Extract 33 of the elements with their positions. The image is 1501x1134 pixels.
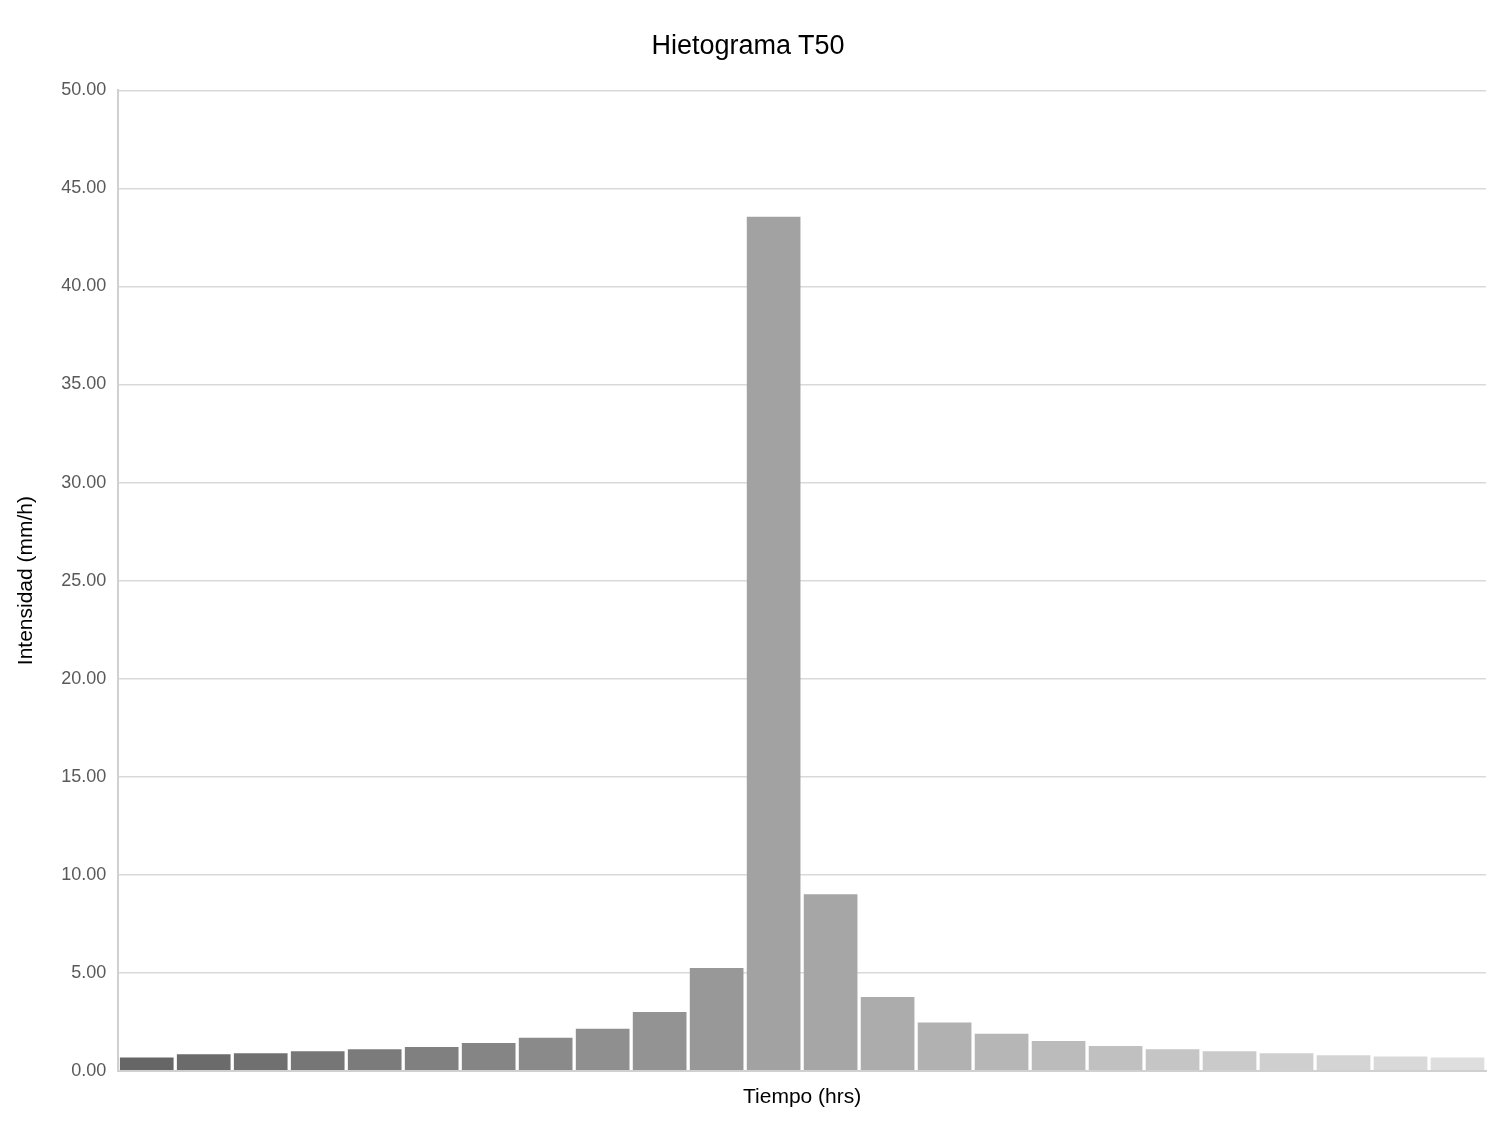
- y-tick-label: 0.00: [71, 1059, 107, 1080]
- bar: [347, 1049, 402, 1071]
- y-tick-label: 5.00: [71, 961, 107, 982]
- y-tick-label: 50.00: [61, 79, 107, 100]
- y-tick-label: 40.00: [61, 275, 107, 296]
- bar: [575, 1028, 630, 1071]
- y-tick-label: 45.00: [61, 177, 107, 198]
- bar: [404, 1047, 459, 1071]
- bar: [917, 1022, 972, 1071]
- y-tick-label: 35.00: [61, 373, 107, 394]
- y-tick-label: 10.00: [61, 863, 107, 884]
- y-tick-label: 20.00: [61, 667, 107, 688]
- bar: [518, 1037, 573, 1071]
- bar: [461, 1042, 516, 1071]
- bar: [1088, 1046, 1143, 1071]
- bar: [233, 1053, 288, 1071]
- y-tick-label: 25.00: [61, 569, 107, 590]
- bar: [860, 996, 915, 1071]
- y-tick-label: 30.00: [61, 471, 107, 492]
- y-tick-label: 15.00: [61, 765, 107, 786]
- bar: [689, 968, 744, 1071]
- bar: [119, 1057, 174, 1071]
- bar: [1031, 1041, 1086, 1071]
- x-axis-title: Tiempo (hrs): [743, 1084, 862, 1108]
- bar: [1430, 1057, 1485, 1071]
- bar: [176, 1054, 231, 1071]
- bar: [974, 1033, 1029, 1071]
- bar: [290, 1051, 345, 1071]
- bar: [632, 1011, 687, 1071]
- y-axis-title: Intensidad (mm/h): [13, 495, 37, 666]
- chart-title: Hietograma T50: [651, 29, 845, 60]
- bar: [803, 894, 858, 1071]
- bar: [746, 216, 801, 1071]
